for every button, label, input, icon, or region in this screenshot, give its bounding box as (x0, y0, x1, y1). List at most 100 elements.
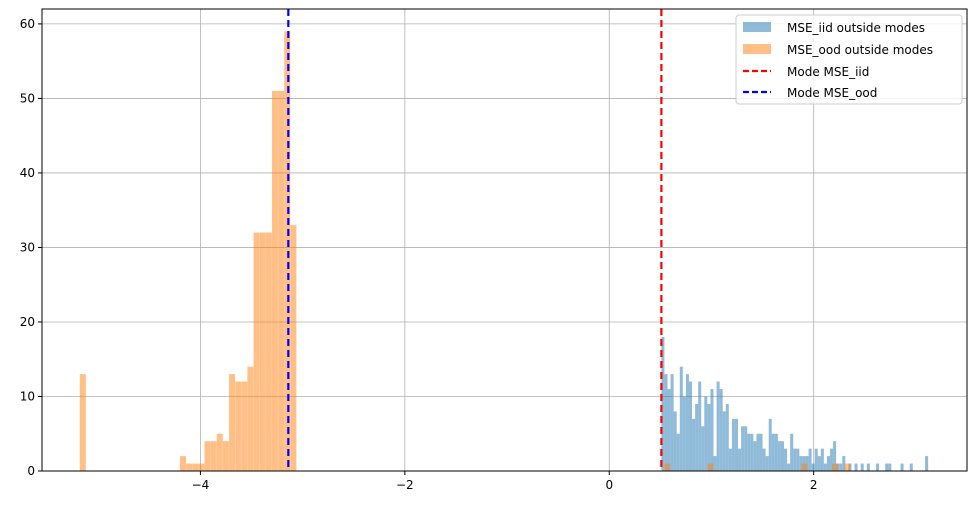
ood-bar (271, 90, 278, 471)
ood-bar (247, 366, 254, 471)
y-tick-label: 60 (20, 17, 35, 31)
iid-bar (667, 389, 671, 471)
iid-bar (817, 456, 821, 471)
iid-bar (811, 463, 815, 471)
iid-bar (664, 374, 668, 471)
ood-bar (844, 463, 851, 471)
iid-bar (698, 381, 702, 471)
x-tick-label: 0 (605, 478, 613, 492)
iid-bar (713, 456, 717, 471)
iid-bar (823, 463, 827, 471)
y-tick-label: 40 (20, 166, 35, 180)
iid-bar (725, 403, 729, 471)
iid-bar (830, 448, 834, 471)
ood-bar (229, 374, 236, 471)
ood-bar (222, 441, 229, 471)
x-tick-label: 2 (810, 478, 818, 492)
ood-bar (210, 441, 217, 471)
iid-bar (744, 426, 748, 471)
legend-label-ood: MSE_ood outside modes (787, 43, 933, 57)
iid-bar (670, 374, 674, 471)
iid-bar (768, 418, 772, 471)
iid-bar (741, 426, 745, 471)
iid-bar (839, 463, 843, 471)
iid-bar (704, 396, 708, 471)
ood-bar (186, 463, 193, 471)
iid-bar (866, 463, 870, 471)
y-axis-ticks: 0 10 20 30 40 50 60 (20, 17, 42, 478)
iid-bar (780, 441, 785, 471)
legend-label-mode-ood: Mode MSE_ood (787, 86, 877, 100)
iid-bar (762, 448, 766, 471)
x-axis-ticks: −4 −2 0 2 (192, 471, 818, 492)
x-tick-label: −2 (396, 478, 414, 492)
ood-bar (235, 381, 242, 471)
iid-bar (676, 433, 680, 471)
iid-bar (799, 456, 803, 471)
iid-bar (888, 463, 892, 471)
iid-bar (747, 433, 751, 471)
ood-bar (216, 433, 223, 471)
ood-bar (204, 441, 211, 471)
legend-label-mode-iid: Mode MSE_iid (787, 65, 869, 79)
iid-bar (771, 433, 775, 471)
y-tick-label: 50 (20, 91, 35, 105)
iid-bar (673, 411, 677, 471)
iid-bar (909, 463, 913, 471)
iid-bar (679, 366, 683, 471)
x-tick-label: −4 (192, 478, 210, 492)
iid-bar (685, 374, 689, 471)
iid-bar (695, 403, 699, 471)
iid-bar (833, 441, 837, 471)
iid-bar (682, 396, 686, 471)
iid-bar (722, 411, 726, 471)
plot-frame (41, 8, 968, 472)
iid-bar (753, 441, 757, 471)
iid-bar (716, 381, 720, 471)
ood-bar (265, 232, 272, 471)
iid-bar (731, 418, 735, 471)
iid-bar (734, 418, 739, 471)
iid-bar (885, 463, 889, 471)
iid-bar (774, 433, 778, 471)
iid-bar (925, 456, 929, 471)
ood-bar (253, 232, 260, 471)
iid-bar (738, 448, 742, 471)
iid-bar (759, 433, 763, 471)
iid-bar (661, 336, 665, 471)
legend-box (735, 14, 963, 105)
y-tick-label: 20 (20, 315, 35, 329)
iid-bar (900, 463, 904, 471)
legend-swatch-ood (743, 44, 771, 54)
iid-bar (820, 448, 824, 471)
ood-bar (801, 463, 808, 471)
iid-bar (688, 381, 693, 471)
ood-bar (259, 232, 266, 471)
ood-bar (179, 456, 186, 471)
iid-bar (710, 389, 714, 471)
iid-bar (814, 448, 818, 471)
iid-bar (854, 463, 858, 471)
ood-bar (198, 463, 205, 471)
y-tick-label: 30 (20, 240, 35, 254)
iid-bar (750, 433, 754, 471)
iid-bar (707, 403, 711, 471)
iid-bar (876, 463, 880, 471)
iid-bar (765, 456, 769, 471)
iid-bar (692, 418, 696, 471)
y-tick-label: 10 (20, 389, 35, 403)
iid-bar (796, 448, 800, 471)
ood-bar (192, 463, 199, 471)
y-tick-label: 0 (27, 464, 35, 478)
iid-bar (787, 463, 791, 471)
iid-bar (728, 448, 732, 471)
iid-bar (808, 448, 812, 471)
iid-bar (756, 433, 760, 471)
ood-bar (707, 463, 714, 471)
iid-bar (860, 463, 864, 471)
legend-swatch-iid (743, 22, 771, 32)
iid-bar (842, 456, 846, 471)
iid-bar (790, 433, 794, 471)
iid-bar (777, 441, 781, 471)
